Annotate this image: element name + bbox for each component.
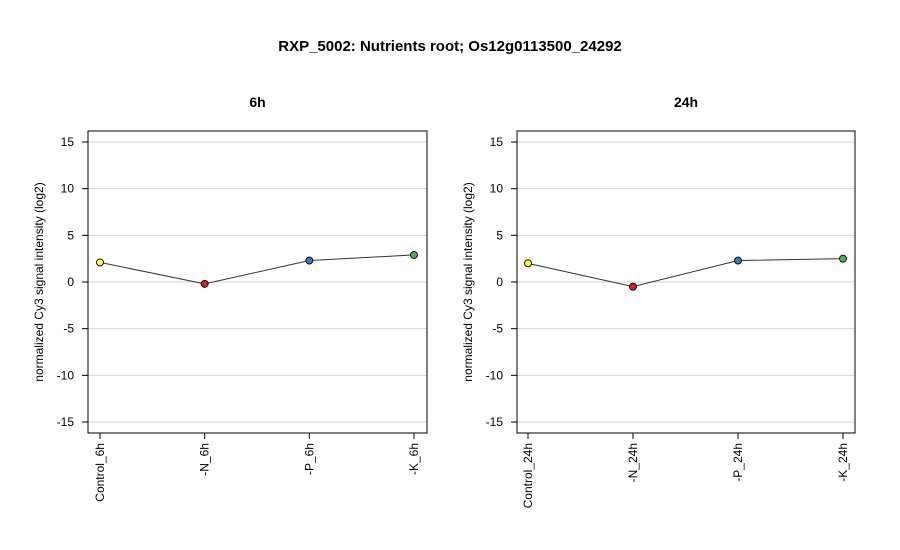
- y-tick-label: 10: [490, 182, 504, 196]
- x-tick-label: Control_24h: [521, 443, 535, 508]
- y-tick-label: -5: [63, 322, 74, 336]
- y-tick-label: -10: [486, 368, 504, 382]
- y-tick-label: 5: [496, 228, 503, 242]
- y-tick-label: -10: [57, 368, 75, 382]
- y-tick-label: 15: [61, 135, 75, 149]
- data-point: [629, 282, 637, 291]
- data-point: [200, 279, 209, 288]
- panel-title: 24h: [674, 94, 698, 110]
- y-tick-label: 0: [67, 275, 74, 289]
- panel-6h: 6h -15 -10 -5 0 5 10 15 normalized Cy3 signal in…: [32, 94, 428, 502]
- x-tick-label: -N_24h: [626, 443, 640, 482]
- x-tick-label: -K_24h: [836, 443, 850, 482]
- y-tick-label: -15: [57, 415, 75, 429]
- y-tick-label: 10: [61, 182, 75, 196]
- x-tick-label: -N_6h: [198, 443, 212, 476]
- y-axis-label: normalized Cy3 signal intensity (log2): [461, 182, 475, 381]
- y-tick-label: 15: [490, 135, 504, 149]
- data-point: [305, 256, 314, 265]
- data-point: [410, 250, 418, 259]
- x-tick-label: -K_6h: [407, 443, 421, 475]
- x-tick-label: -P_24h: [731, 443, 745, 482]
- panel-title: 6h: [249, 94, 265, 110]
- y-tick-label: 5: [67, 228, 74, 242]
- data-point: [839, 254, 847, 263]
- data-point: [524, 259, 532, 268]
- y-tick-label: -5: [492, 322, 503, 336]
- y-tick-label: -15: [486, 415, 504, 429]
- series-line: [527, 258, 844, 288]
- x-tick-label: -P_6h: [302, 443, 316, 475]
- panel-24h: 24h -15 -10 -5 0 5 10 15 normalized Cy3 signal i…: [461, 94, 856, 508]
- x-tick-label: Control_6h: [93, 443, 107, 502]
- data-point: [96, 258, 104, 267]
- data-point: [734, 256, 742, 265]
- main-title: RXP_5002: Nutrients root; Os12g0113500_2…: [278, 38, 622, 55]
- series-line: [99, 254, 415, 285]
- y-axis-label: normalized Cy3 signal intensity (log2): [32, 182, 46, 381]
- y-tick-label: 0: [496, 275, 503, 289]
